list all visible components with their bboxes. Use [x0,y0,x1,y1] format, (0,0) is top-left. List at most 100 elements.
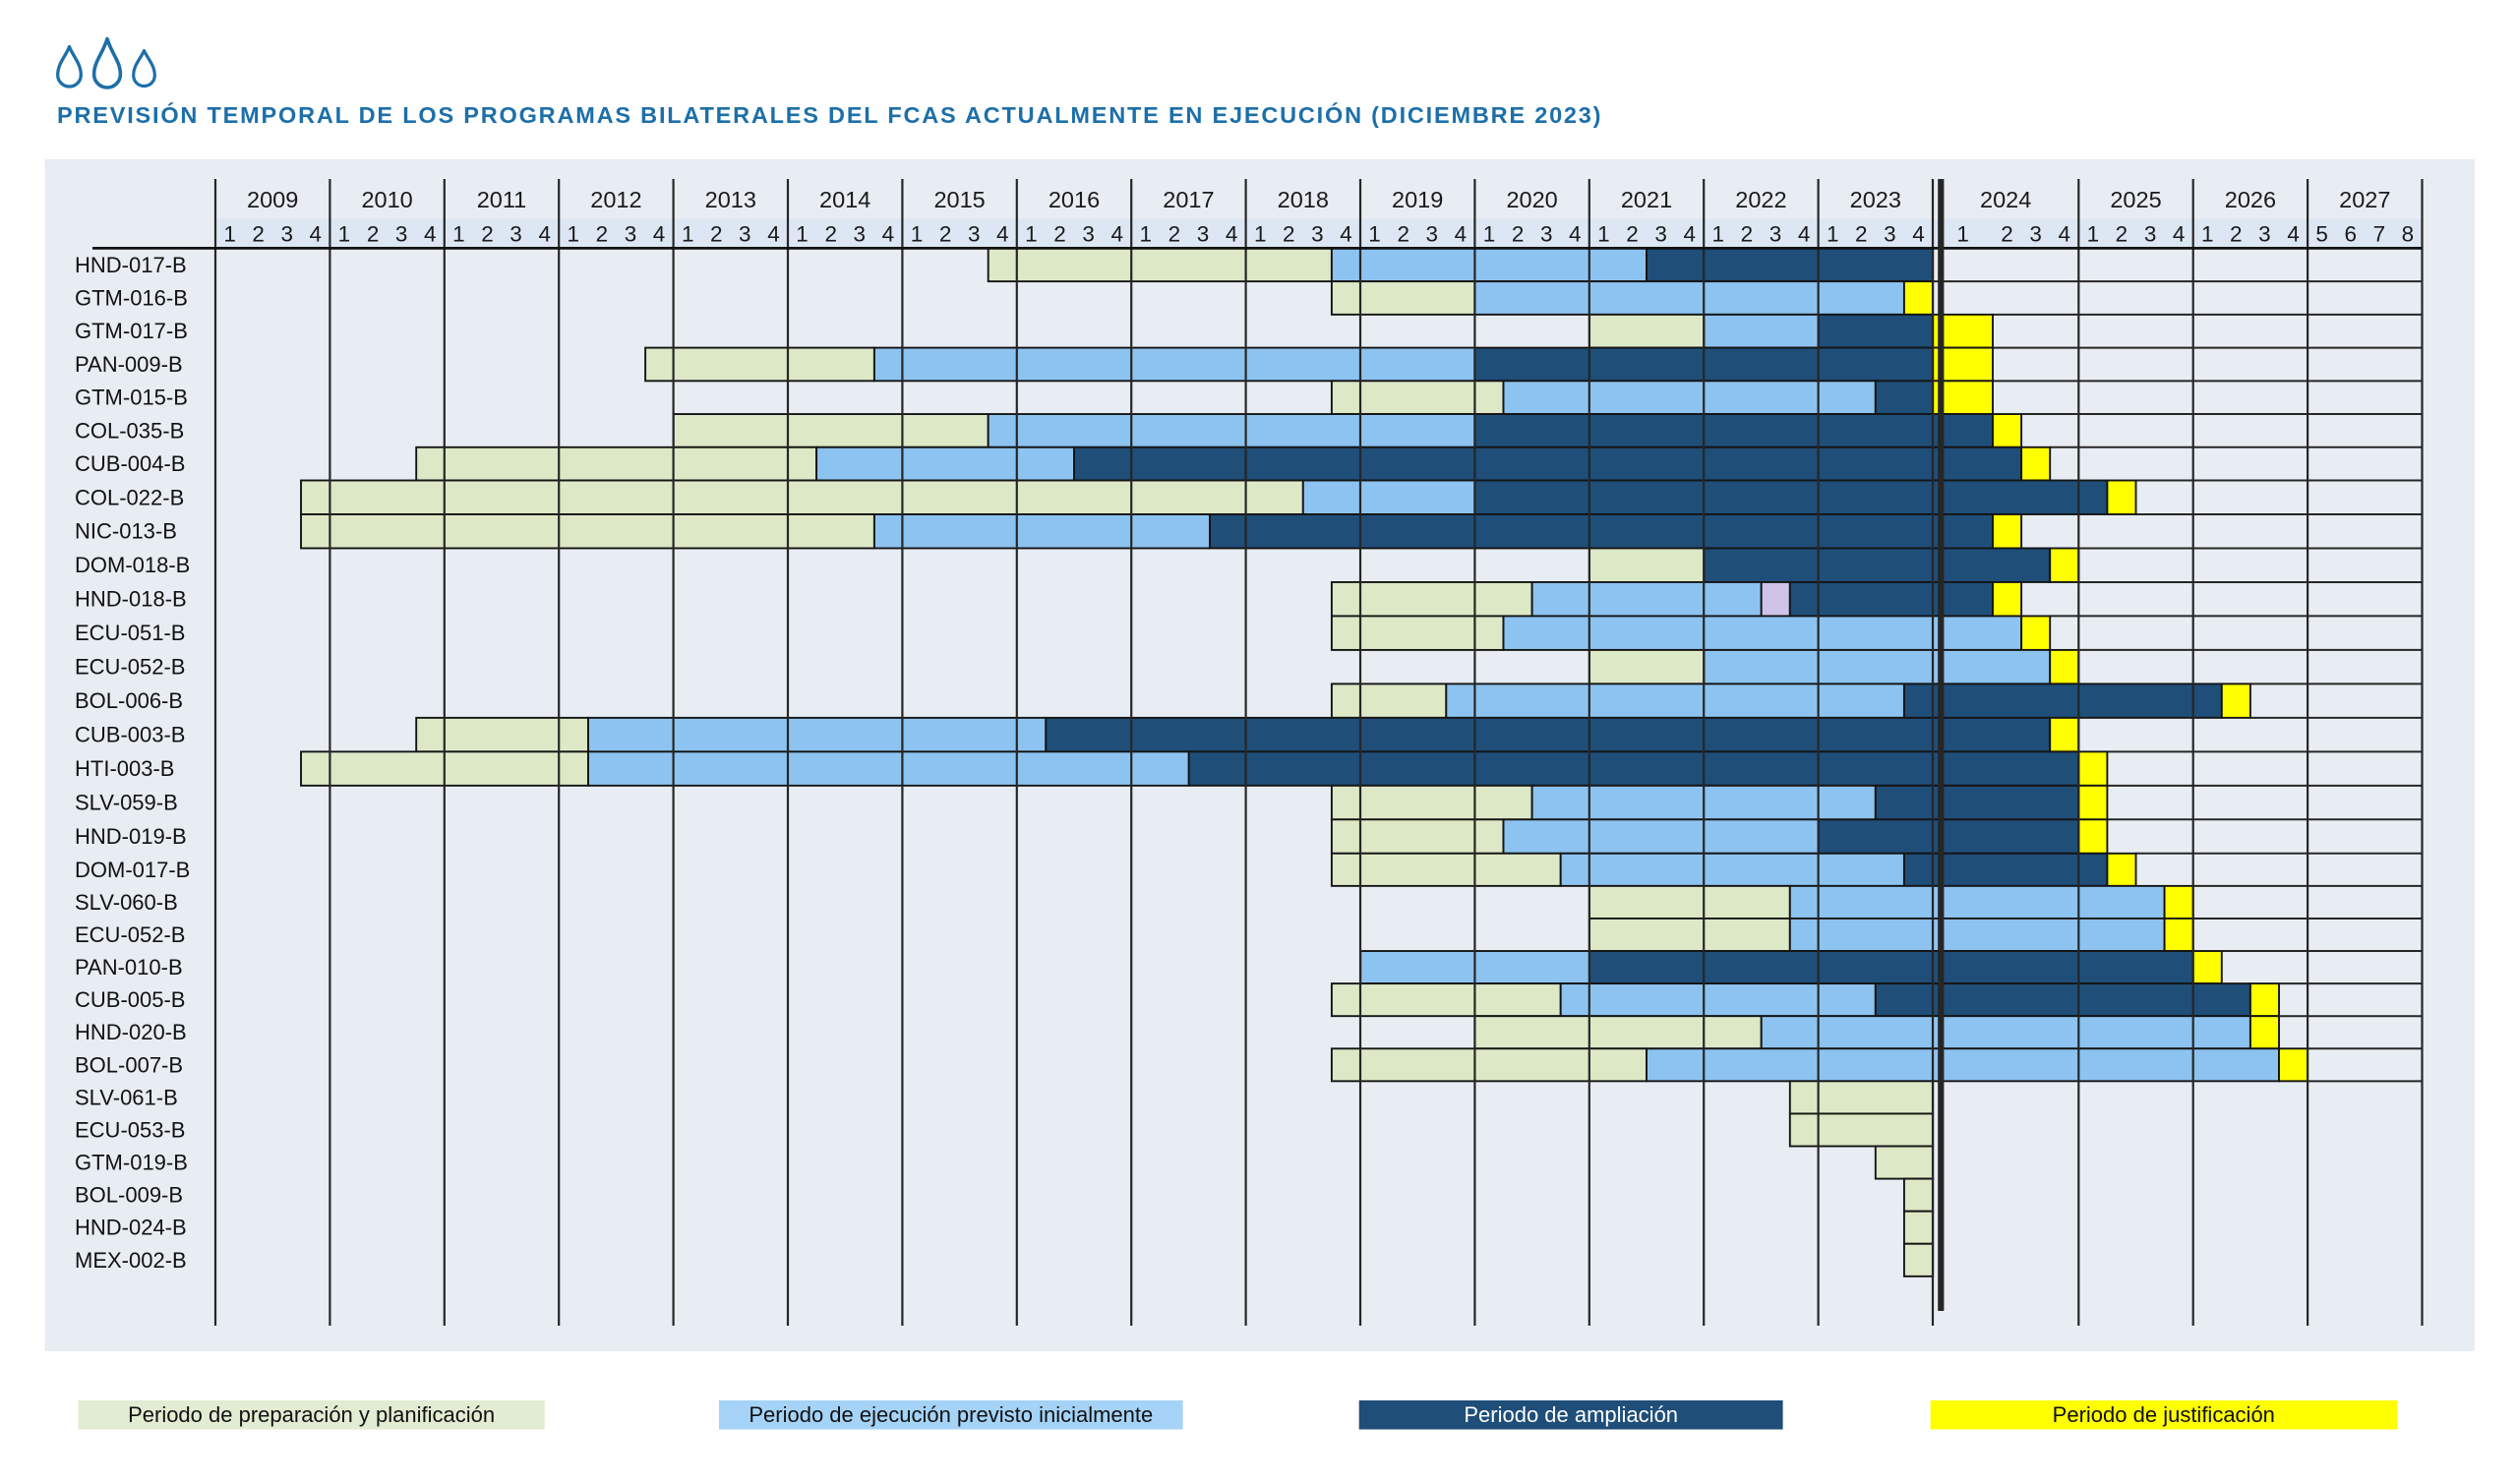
svg-text:Periodo de preparación y plani: Periodo de preparación y planificación [128,1402,495,1427]
svg-text:4: 4 [1798,222,1811,247]
svg-text:2021: 2021 [1621,187,1672,212]
svg-text:2: 2 [1855,222,1868,247]
svg-text:3: 3 [395,222,408,247]
svg-text:4: 4 [1226,222,1238,247]
svg-text:4: 4 [2059,222,2071,247]
svg-text:3: 3 [854,222,867,247]
svg-text:1: 1 [338,222,351,247]
svg-text:GTM-019-B: GTM-019-B [75,1151,188,1175]
svg-text:2012: 2012 [590,187,641,212]
svg-text:ECU-051-B: ECU-051-B [75,621,185,645]
svg-text:2: 2 [710,222,723,247]
svg-text:2025: 2025 [2110,187,2161,212]
svg-text:1: 1 [1827,222,1839,247]
svg-text:2: 2 [1626,222,1639,247]
svg-text:2: 2 [2116,222,2128,247]
svg-text:3: 3 [1311,222,1324,247]
svg-text:2: 2 [1053,222,1066,247]
svg-text:2: 2 [2230,222,2243,247]
svg-text:ECU-052-B: ECU-052-B [75,922,185,947]
svg-text:2: 2 [824,222,837,247]
svg-text:1: 1 [1597,222,1610,247]
svg-text:4: 4 [538,222,551,247]
svg-text:DOM-017-B: DOM-017-B [75,858,190,882]
svg-text:HND-024-B: HND-024-B [75,1216,187,1240]
svg-text:4: 4 [2173,222,2186,247]
svg-text:2018: 2018 [1278,187,1329,212]
svg-text:CUB-004-B: CUB-004-B [75,451,185,476]
svg-text:2022: 2022 [1735,187,1786,212]
svg-text:1: 1 [911,222,924,247]
svg-text:BOL-009-B: BOL-009-B [75,1183,183,1208]
svg-text:4: 4 [882,222,895,247]
svg-text:4: 4 [424,222,437,247]
svg-text:4: 4 [1110,222,1123,247]
svg-text:2: 2 [1397,222,1409,247]
svg-text:2: 2 [1169,222,1181,247]
svg-text:3: 3 [739,222,751,247]
svg-text:GTM-017-B: GTM-017-B [75,319,188,343]
svg-text:2: 2 [939,222,952,247]
svg-text:2016: 2016 [1049,187,1100,212]
svg-text:4: 4 [1455,222,1468,247]
svg-text:2023: 2023 [1850,187,1901,212]
svg-text:DOM-018-B: DOM-018-B [75,553,190,577]
svg-text:2024: 2024 [1980,187,2031,212]
svg-text:HND-020-B: HND-020-B [75,1020,187,1044]
svg-text:1: 1 [568,222,580,247]
svg-text:4: 4 [1569,222,1582,247]
svg-text:1: 1 [2087,222,2100,247]
svg-text:4: 4 [1912,222,1925,247]
svg-text:BOL-007-B: BOL-007-B [75,1052,183,1077]
svg-text:5: 5 [2315,222,2328,247]
svg-text:CUB-003-B: CUB-003-B [75,723,185,747]
svg-text:Periodo de justificación: Periodo de justificación [2053,1402,2275,1427]
svg-text:3: 3 [1197,222,1210,247]
svg-text:GTM-016-B: GTM-016-B [75,286,188,311]
svg-text:2014: 2014 [819,187,870,212]
svg-text:HND-018-B: HND-018-B [75,587,187,612]
svg-text:HTI-003-B: HTI-003-B [75,756,174,781]
svg-text:1: 1 [1025,222,1038,247]
svg-text:4: 4 [310,222,323,247]
svg-text:3: 3 [1654,222,1667,247]
svg-text:1: 1 [1140,222,1153,247]
svg-text:1: 1 [1956,222,1969,247]
svg-text:HND-019-B: HND-019-B [75,824,187,849]
svg-text:1: 1 [1368,222,1381,247]
svg-text:Periodo de ejecución previsto: Periodo de ejecución previsto inicialmen… [749,1402,1153,1427]
svg-text:ECU-052-B: ECU-052-B [75,655,185,680]
svg-text:Periodo de ampliación: Periodo de ampliación [1464,1402,1678,1427]
svg-text:COL-022-B: COL-022-B [75,485,184,509]
svg-text:2019: 2019 [1392,187,1443,212]
svg-text:MEX-002-B: MEX-002-B [75,1248,187,1273]
svg-text:PAN-010-B: PAN-010-B [75,955,183,979]
svg-text:2: 2 [1741,222,1754,247]
svg-text:1: 1 [796,222,809,247]
svg-text:3: 3 [2144,222,2157,247]
svg-text:3: 3 [1082,222,1095,247]
svg-text:2009: 2009 [247,187,298,212]
svg-text:CUB-005-B: CUB-005-B [75,987,185,1012]
svg-text:2015: 2015 [933,187,985,212]
svg-text:3: 3 [1426,222,1439,247]
svg-text:SLV-060-B: SLV-060-B [75,890,178,915]
svg-text:2027: 2027 [2339,187,2390,212]
svg-text:3: 3 [281,222,294,247]
svg-text:GTM-015-B: GTM-015-B [75,386,188,410]
svg-text:4: 4 [996,222,1009,247]
svg-text:COL-035-B: COL-035-B [75,418,184,443]
svg-text:4: 4 [767,222,780,247]
svg-text:2: 2 [1283,222,1295,247]
svg-text:1: 1 [2201,222,2214,247]
svg-text:2026: 2026 [2225,187,2276,212]
svg-text:NIC-013-B: NIC-013-B [75,519,177,544]
svg-text:3: 3 [510,222,522,247]
svg-text:3: 3 [2258,222,2271,247]
svg-text:2011: 2011 [477,187,527,212]
svg-text:2: 2 [252,222,265,247]
svg-text:3: 3 [625,222,637,247]
svg-text:2020: 2020 [1506,187,1557,212]
svg-text:2017: 2017 [1163,187,1214,212]
svg-text:SLV-061-B: SLV-061-B [75,1085,178,1109]
